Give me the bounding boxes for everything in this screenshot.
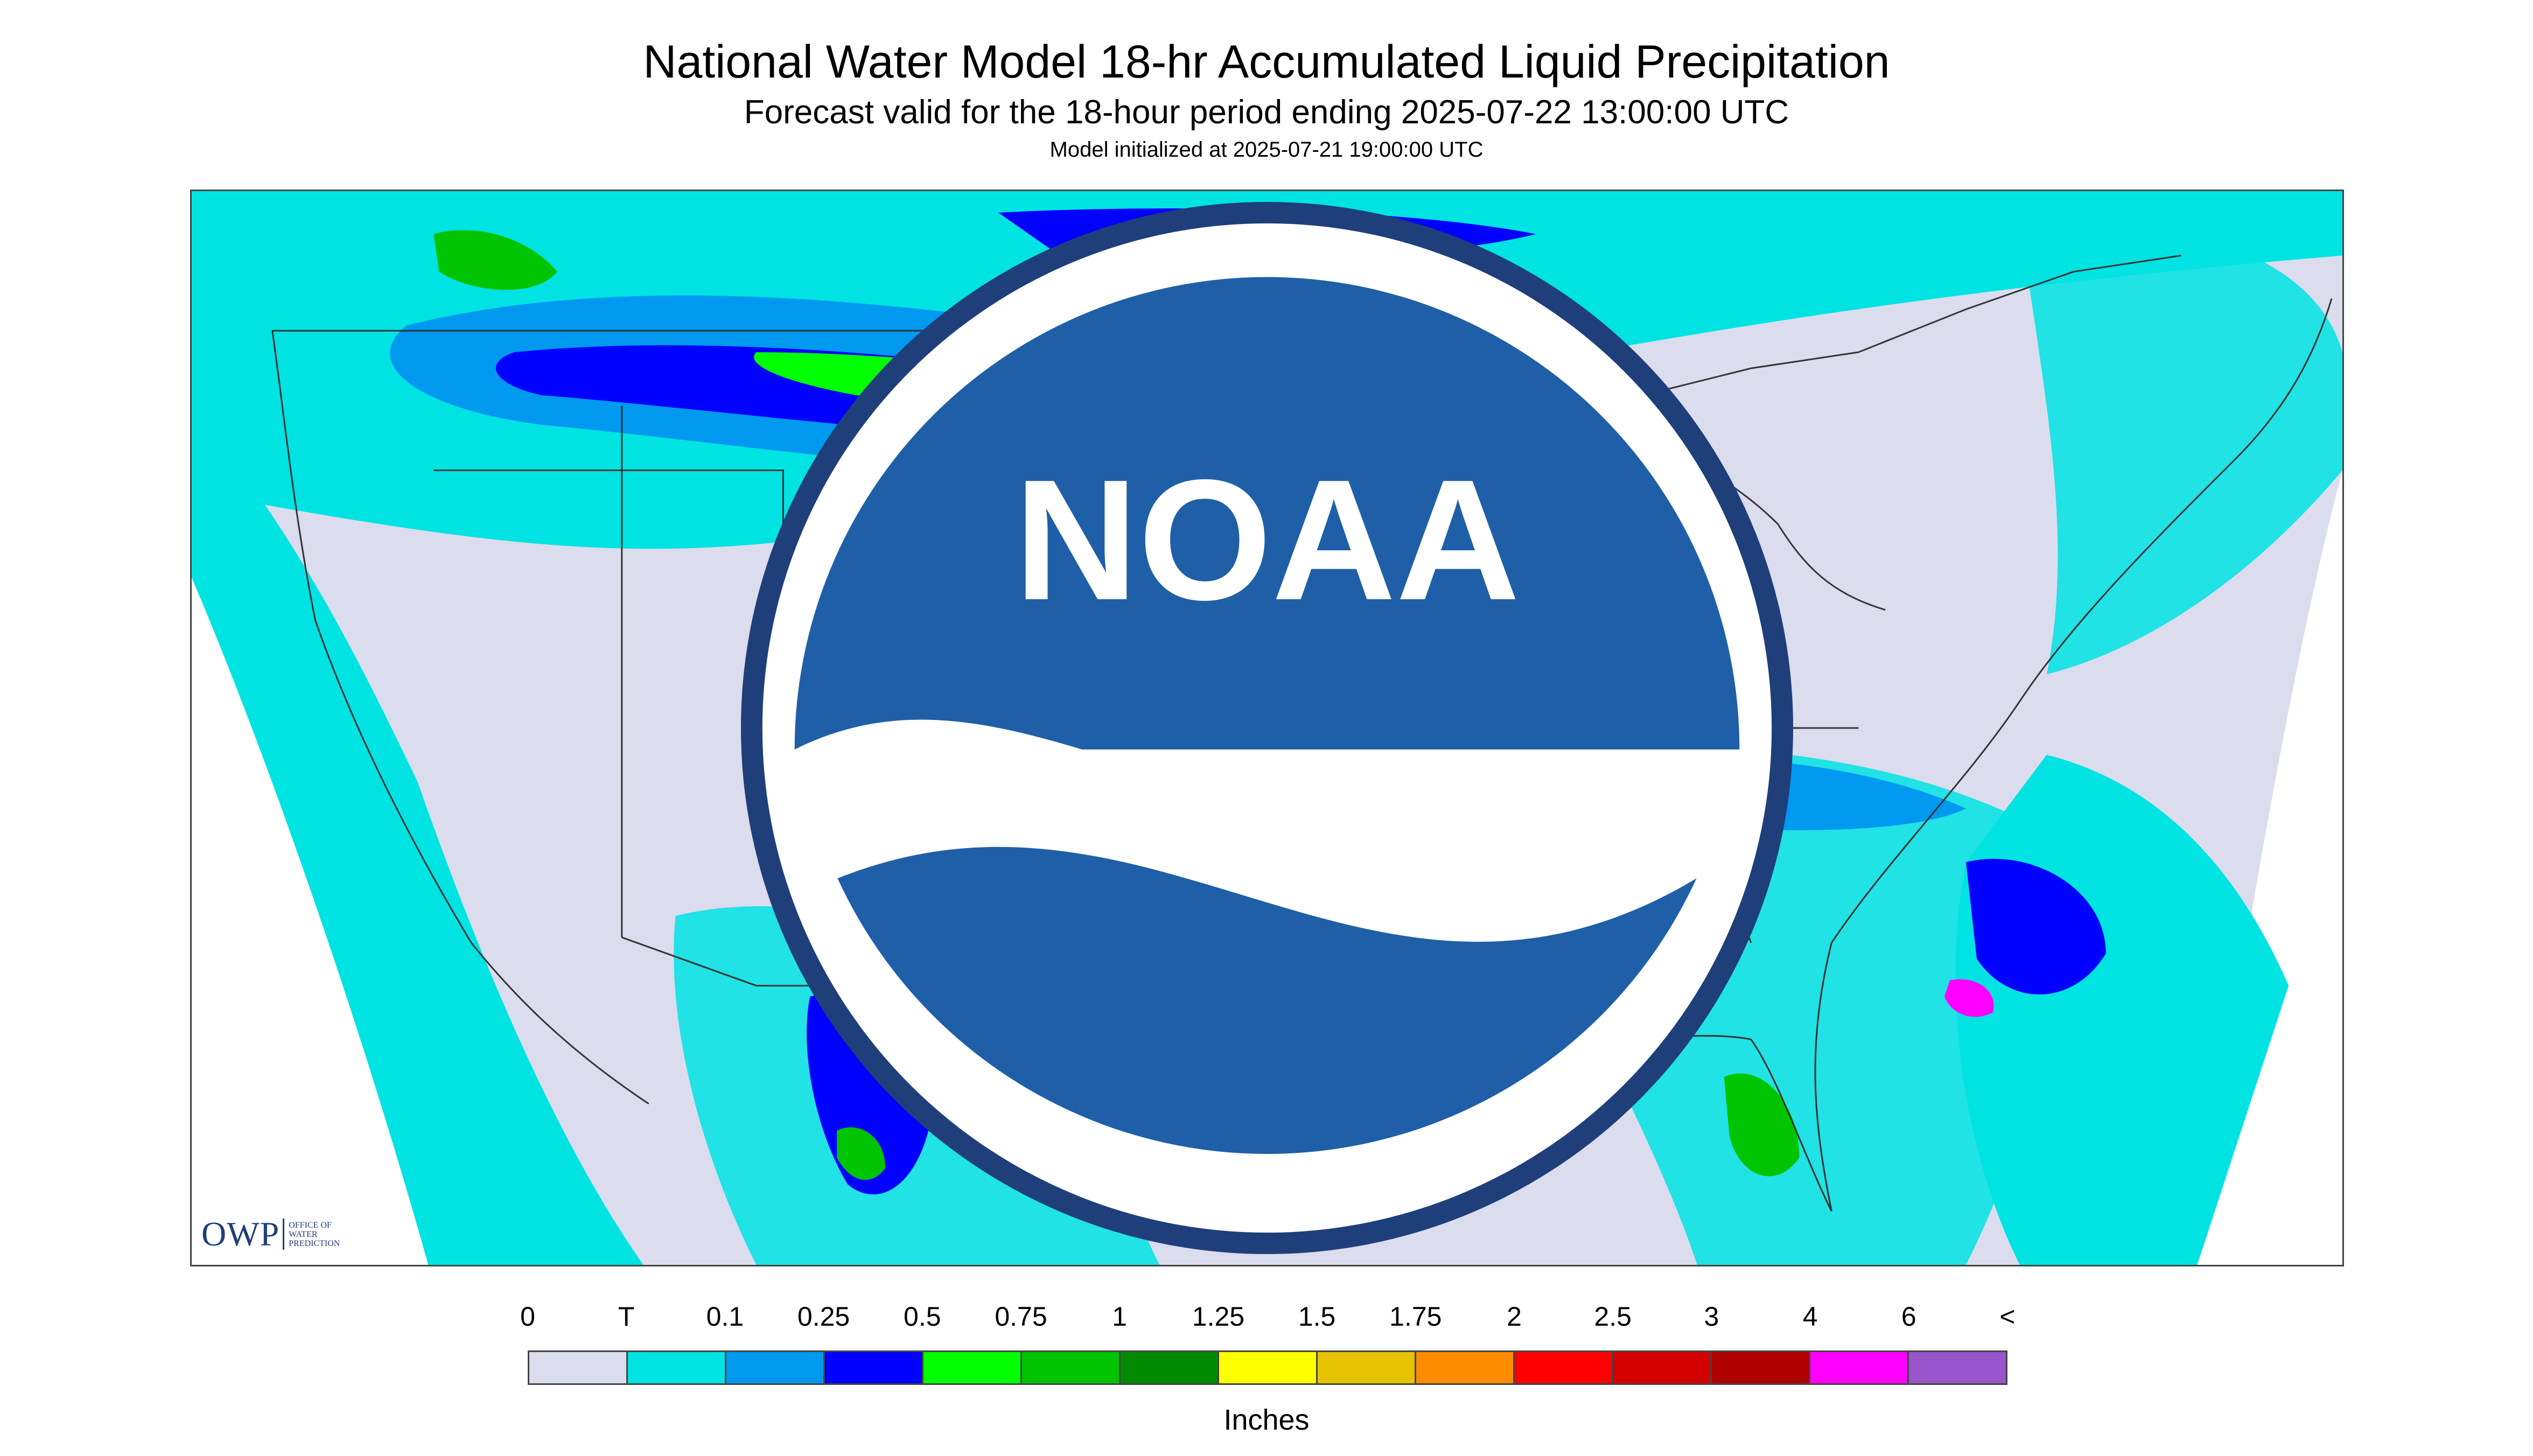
- owp-logo-line-3: PREDICTION: [289, 1238, 340, 1248]
- legend-label: <: [1999, 1301, 2016, 1332]
- legend-label: 2: [1507, 1301, 1522, 1332]
- owp-logo: OWP OFFICE OF WATER PREDICTION: [201, 1210, 340, 1258]
- legend-color-box: [1810, 1352, 1909, 1383]
- map-title: National Water Model 18-hr Accumulated L…: [643, 36, 1890, 88]
- legend-color-box: [1712, 1352, 1810, 1383]
- rain-cell-southwest-core: [837, 1127, 886, 1180]
- rain-cell-atlantic-core: [1944, 979, 1994, 1017]
- atlantic-coast: [1814, 298, 2333, 1212]
- legend-label: 1: [1112, 1301, 1128, 1332]
- precipitation-map: OWP OFFICE OF WATER PREDICTION NOAA: [190, 190, 2344, 1266]
- owp-logo-text: OWP: [201, 1215, 280, 1253]
- legend-label: 0.5: [904, 1301, 941, 1332]
- legend-color-box: [1318, 1352, 1416, 1383]
- legend-color-box: [1416, 1352, 1515, 1383]
- rain-cluster-atlantic: [1966, 858, 2106, 995]
- legend-label: 0.1: [706, 1301, 744, 1332]
- legend-color-box: [726, 1352, 825, 1383]
- noaa-logo: NOAA: [740, 201, 1794, 1255]
- legend-color-box: [825, 1352, 923, 1383]
- forecast-valid-subtitle: Forecast valid for the 18-hour period en…: [744, 94, 1789, 131]
- legend-label: 0: [520, 1301, 535, 1332]
- legend-label: T: [618, 1301, 635, 1332]
- legend-label: 6: [1901, 1301, 1916, 1332]
- legend-color-box: [529, 1352, 628, 1383]
- trace-band-west: [192, 405, 643, 1265]
- model-init-time: Model initialized at 2025-07-21 19:00:00…: [1049, 138, 1484, 162]
- noaa-logo-text: NOAA: [1014, 444, 1520, 636]
- legend-color-box: [1022, 1352, 1121, 1383]
- legend-color-box: [923, 1352, 1022, 1383]
- owp-logo-subtext: OFFICE OF WATER PREDICTION: [289, 1221, 340, 1248]
- legend-labels: 0 T 0.1 0.25 0.5 0.75 1 1.25 1.5 1.75 2 …: [520, 1301, 2016, 1335]
- legend-color-box: [1613, 1352, 1712, 1383]
- rain-cell-northwest: [433, 230, 557, 290]
- legend-label: 4: [1802, 1301, 1818, 1332]
- legend-label: 1.75: [1389, 1301, 1442, 1332]
- owp-logo-line-2: WATER: [289, 1229, 318, 1239]
- owp-logo-line-1: OFFICE OF: [289, 1220, 332, 1230]
- legend-color-box: [628, 1352, 726, 1383]
- owp-logo-divider: [283, 1219, 285, 1250]
- trace-band-northeast: [2019, 221, 2342, 675]
- legend-label: 0.75: [995, 1301, 1047, 1332]
- legend-label: 1.5: [1298, 1301, 1336, 1332]
- legend-color-box: [1219, 1352, 1318, 1383]
- legend-color-box: [1909, 1352, 2006, 1383]
- legend-label: 0.25: [797, 1301, 850, 1332]
- legend-label: 2.5: [1594, 1301, 1632, 1332]
- legend-units: Inches: [1223, 1404, 1310, 1436]
- legend-color-box: [1515, 1352, 1613, 1383]
- pacific-coast: [271, 331, 649, 1105]
- legend-label: 1.25: [1192, 1301, 1245, 1332]
- legend-color-box: [1121, 1352, 1219, 1383]
- legend-label: 3: [1704, 1301, 1719, 1332]
- precipitation-legend-bar: [528, 1350, 2007, 1385]
- rain-cluster-florida: [1724, 1073, 1800, 1177]
